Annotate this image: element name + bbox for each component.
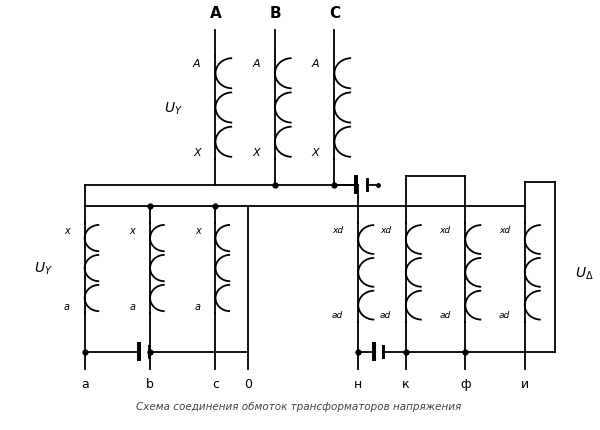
Text: xd: xd bbox=[380, 226, 391, 235]
Text: A: A bbox=[209, 6, 221, 21]
Text: xd: xd bbox=[332, 226, 343, 235]
Text: ad: ad bbox=[380, 311, 391, 319]
Text: x: x bbox=[64, 226, 70, 236]
Text: ad: ad bbox=[332, 311, 343, 319]
Text: xd: xd bbox=[439, 226, 451, 235]
Text: $U_\Delta$: $U_\Delta$ bbox=[575, 264, 594, 281]
Text: A: A bbox=[312, 59, 320, 69]
Text: н: н bbox=[354, 378, 362, 390]
Text: x: x bbox=[130, 226, 135, 236]
Text: X: X bbox=[193, 147, 200, 157]
Text: a: a bbox=[81, 378, 89, 390]
Text: X: X bbox=[253, 147, 260, 157]
Text: c: c bbox=[212, 378, 219, 390]
Text: a: a bbox=[129, 301, 135, 311]
Text: X: X bbox=[312, 147, 320, 157]
Text: A: A bbox=[253, 59, 260, 69]
Text: B: B bbox=[269, 6, 281, 21]
Text: $U_Y$: $U_Y$ bbox=[164, 100, 183, 117]
Text: и: и bbox=[521, 378, 529, 390]
Text: Схема соединения обмоток трансформаторов напряжения: Схема соединения обмоток трансформаторов… bbox=[136, 402, 461, 412]
Text: A: A bbox=[193, 59, 200, 69]
Text: ф: ф bbox=[460, 378, 470, 390]
Text: $U_Y$: $U_Y$ bbox=[34, 260, 52, 276]
Text: b: b bbox=[146, 378, 154, 390]
Text: ad: ad bbox=[499, 311, 510, 319]
Text: a: a bbox=[194, 301, 200, 311]
Text: к: к bbox=[402, 378, 410, 390]
Text: ad: ad bbox=[439, 311, 451, 319]
Text: x: x bbox=[195, 226, 200, 236]
Text: C: C bbox=[329, 6, 340, 21]
Text: a: a bbox=[64, 301, 70, 311]
Text: 0: 0 bbox=[244, 378, 252, 390]
Text: xd: xd bbox=[499, 226, 510, 235]
